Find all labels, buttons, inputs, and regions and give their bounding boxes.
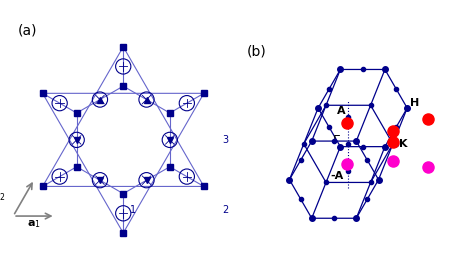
Text: (a): (a) bbox=[18, 23, 37, 37]
Text: $\mathbf{a}_1$: $\mathbf{a}_1$ bbox=[27, 219, 41, 231]
Text: $\mathbf{a}_2$: $\mathbf{a}_2$ bbox=[0, 191, 5, 203]
Text: $\Gamma$: $\Gamma$ bbox=[332, 134, 341, 147]
Text: -A: -A bbox=[331, 171, 344, 181]
Text: K: K bbox=[399, 139, 408, 149]
Text: 1: 1 bbox=[129, 205, 136, 215]
Text: H: H bbox=[410, 98, 419, 108]
Text: 2: 2 bbox=[223, 205, 229, 215]
Text: 3: 3 bbox=[223, 135, 229, 145]
Text: A: A bbox=[337, 106, 346, 116]
Text: (b): (b) bbox=[246, 45, 266, 59]
